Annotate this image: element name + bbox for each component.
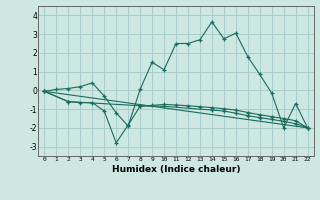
X-axis label: Humidex (Indice chaleur): Humidex (Indice chaleur)	[112, 165, 240, 174]
